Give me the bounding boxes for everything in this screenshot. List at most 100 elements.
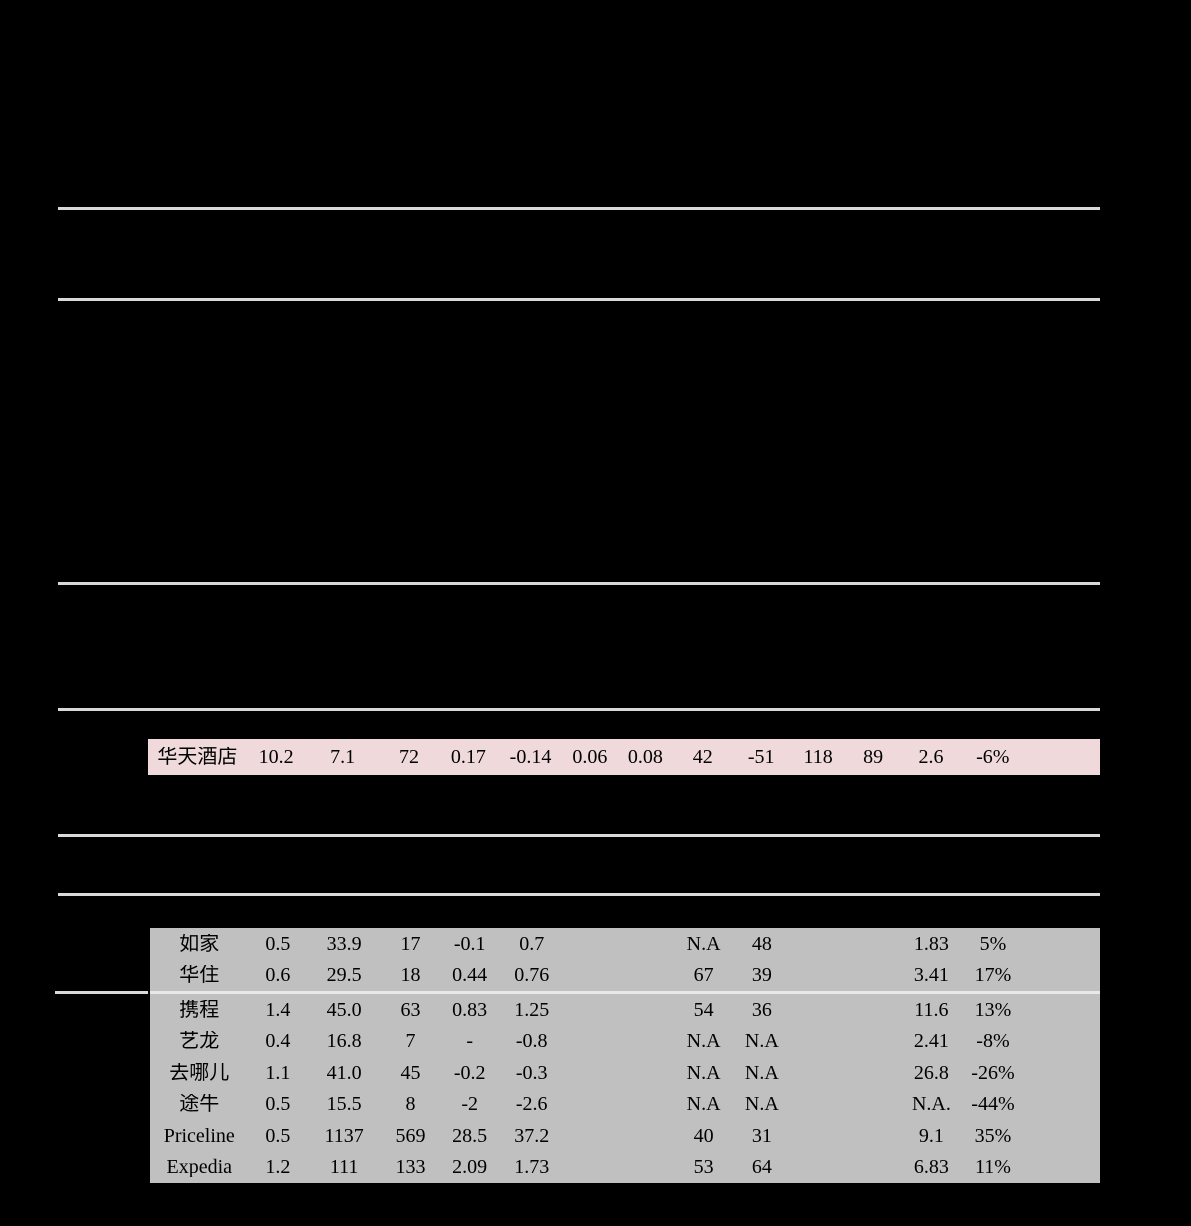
rule-section-mid xyxy=(58,582,1100,585)
cell-metric-3: 8 xyxy=(405,1094,416,1115)
cell-metric-1: 0.5 xyxy=(265,933,291,954)
cell-metric-9: 48 xyxy=(751,933,772,954)
cell-metric-5: 0.76 xyxy=(514,965,550,986)
cell-metric-9: -51 xyxy=(747,747,775,767)
rule-header-bottom xyxy=(58,298,1100,301)
cell-metric-12: 11.6 xyxy=(914,999,949,1020)
cell-metric-1: 0.5 xyxy=(265,1094,291,1115)
highlight-row-band: 华天酒店 10.2 7.1 72 0.17 -0.14 0.06 0.08 42… xyxy=(148,739,1100,775)
cell-metric-3: 45 xyxy=(400,1062,421,1083)
cell-metric-13: 35% xyxy=(974,1125,1012,1146)
cell-metric-8: 40 xyxy=(693,1125,714,1146)
cell-metric-4: 0.44 xyxy=(452,965,488,986)
cell-metric-4: -0.2 xyxy=(453,1062,486,1083)
rule-top xyxy=(58,207,1100,210)
cell-metric-3: 17 xyxy=(400,933,421,954)
cell-metric-4: 28.5 xyxy=(452,1125,488,1146)
table-row[interactable]: 华住 0.6 29.5 18 0.44 0.76 67 39 3.41 17% xyxy=(150,960,1100,992)
cell-metric-12: 2.41 xyxy=(913,1031,949,1052)
cell-metric-1: 0.6 xyxy=(265,965,291,986)
cell-company: 艺龙 xyxy=(179,1031,220,1052)
table-row[interactable]: 途牛 0.5 15.5 8 -2 -2.6 N.A N.A N.A. -44% xyxy=(150,1089,1100,1121)
cell-company: 携程 xyxy=(179,999,220,1020)
cell-company: 华天酒店 xyxy=(157,747,238,767)
cell-metric-12: 2.6 xyxy=(918,747,944,767)
cell-metric-12: 9.1 xyxy=(918,1125,944,1146)
cell-metric-9: 36 xyxy=(751,999,772,1020)
cell-metric-4: 0.17 xyxy=(450,747,486,767)
cell-metric-9: N.A xyxy=(744,1094,779,1115)
cell-metric-5: 37.2 xyxy=(514,1125,550,1146)
cell-metric-5: 0.7 xyxy=(519,933,545,954)
cell-metric-11: 89 xyxy=(863,747,884,767)
cell-metric-2: 15.5 xyxy=(326,1094,362,1115)
cell-metric-2: 16.8 xyxy=(326,1031,362,1052)
rule-section-lower xyxy=(58,708,1100,711)
table-row[interactable]: 艺龙 0.4 16.8 7 - -0.8 N.A N.A 2.41 -8% xyxy=(150,1026,1100,1058)
cell-metric-12: 26.8 xyxy=(913,1062,949,1083)
cell-metric-2: 111 xyxy=(329,1157,359,1178)
cell-metric-5: -0.3 xyxy=(515,1062,548,1083)
cell-metric-3: 133 xyxy=(395,1157,426,1178)
cell-metric-5: 1.25 xyxy=(514,999,550,1020)
cell-metric-8: N.A xyxy=(686,933,721,954)
cell-metric-3: 63 xyxy=(400,999,421,1020)
cell-metric-5: -2.6 xyxy=(515,1094,548,1115)
table-row[interactable]: 携程 1.4 45.0 63 0.83 1.25 54 36 11.6 13% xyxy=(150,994,1100,1026)
cell-metric-13: 13% xyxy=(974,999,1012,1020)
rule-second-header xyxy=(58,893,1100,896)
cell-metric-10: 118 xyxy=(803,747,833,767)
table-row[interactable]: Priceline 0.5 1137 569 28.5 37.2 40 31 9.1 35% xyxy=(150,1120,1100,1152)
cell-metric-4: - xyxy=(466,1031,473,1052)
cell-company: 途牛 xyxy=(179,1094,220,1115)
cell-metric-13: 17% xyxy=(974,965,1012,986)
cell-metric-9: 64 xyxy=(751,1157,772,1178)
comparables-table: 如家 0.5 33.9 17 -0.1 0.7 N.A 48 1.83 5% 华住 0.6 29.5 18… xyxy=(150,928,1100,1183)
cell-company: 华住 xyxy=(179,965,220,986)
table-row[interactable]: Expedia 1.2 111 133 2.09 1.73 53 64 6.83 11% xyxy=(150,1152,1100,1184)
cell-metric-12: 3.41 xyxy=(913,965,949,986)
table-row[interactable]: 如家 0.5 33.9 17 -0.1 0.7 N.A 48 1.83 5% xyxy=(150,928,1100,960)
cell-metric-9: N.A xyxy=(744,1031,779,1052)
cell-company: 如家 xyxy=(179,933,220,954)
cell-metric-5: 1.73 xyxy=(514,1157,550,1178)
cell-metric-9: N.A xyxy=(744,1062,779,1083)
cell-metric-1: 1.4 xyxy=(265,999,291,1020)
cell-metric-5: -0.14 xyxy=(509,747,552,767)
table-group-separator xyxy=(150,991,1100,994)
cell-metric-8: 42 xyxy=(692,747,713,767)
cell-metric-12: 6.83 xyxy=(913,1157,949,1178)
cell-metric-1: 0.5 xyxy=(265,1125,291,1146)
cell-metric-4: 0.83 xyxy=(452,999,488,1020)
cell-metric-13: -44% xyxy=(971,1094,1015,1115)
cell-metric-2: 45.0 xyxy=(326,999,362,1020)
cell-metric-1: 10.2 xyxy=(258,747,294,767)
rule-below-highlight xyxy=(58,834,1100,837)
cell-metric-3: 72 xyxy=(399,747,420,767)
table-row[interactable]: 去哪儿 1.1 41.0 45 -0.2 -0.3 N.A N.A 26.8 -26% xyxy=(150,1057,1100,1089)
cell-metric-1: 1.2 xyxy=(265,1157,291,1178)
table-row-highlight[interactable]: 华天酒店 10.2 7.1 72 0.17 -0.14 0.06 0.08 42… xyxy=(148,739,1100,775)
cell-metric-2: 41.0 xyxy=(326,1062,362,1083)
cell-metric-8: N.A xyxy=(686,1031,721,1052)
cell-metric-3: 7 xyxy=(405,1031,416,1052)
cell-metric-2: 7.1 xyxy=(330,747,356,767)
cell-metric-1: 0.4 xyxy=(265,1031,291,1052)
cell-metric-8: N.A xyxy=(686,1094,721,1115)
cell-metric-8: N.A xyxy=(686,1062,721,1083)
cell-company: Priceline xyxy=(163,1125,235,1146)
cell-metric-12: N.A. xyxy=(911,1094,951,1115)
cell-metric-3: 18 xyxy=(400,965,421,986)
cell-company: 去哪儿 xyxy=(169,1062,230,1083)
cell-metric-4: -2 xyxy=(461,1094,478,1115)
cell-metric-13: -26% xyxy=(971,1062,1015,1083)
cell-company: Expedia xyxy=(166,1157,233,1178)
cell-metric-2: 33.9 xyxy=(326,933,362,954)
cell-metric-13: 11% xyxy=(975,1157,1011,1178)
cell-metric-8: 53 xyxy=(693,1157,714,1178)
cell-metric-3: 569 xyxy=(395,1125,426,1146)
cell-metric-8: 67 xyxy=(693,965,714,986)
cell-metric-8: 54 xyxy=(693,999,714,1020)
cell-metric-13: -8% xyxy=(976,1031,1010,1052)
cell-metric-2: 1137 xyxy=(324,1125,364,1146)
